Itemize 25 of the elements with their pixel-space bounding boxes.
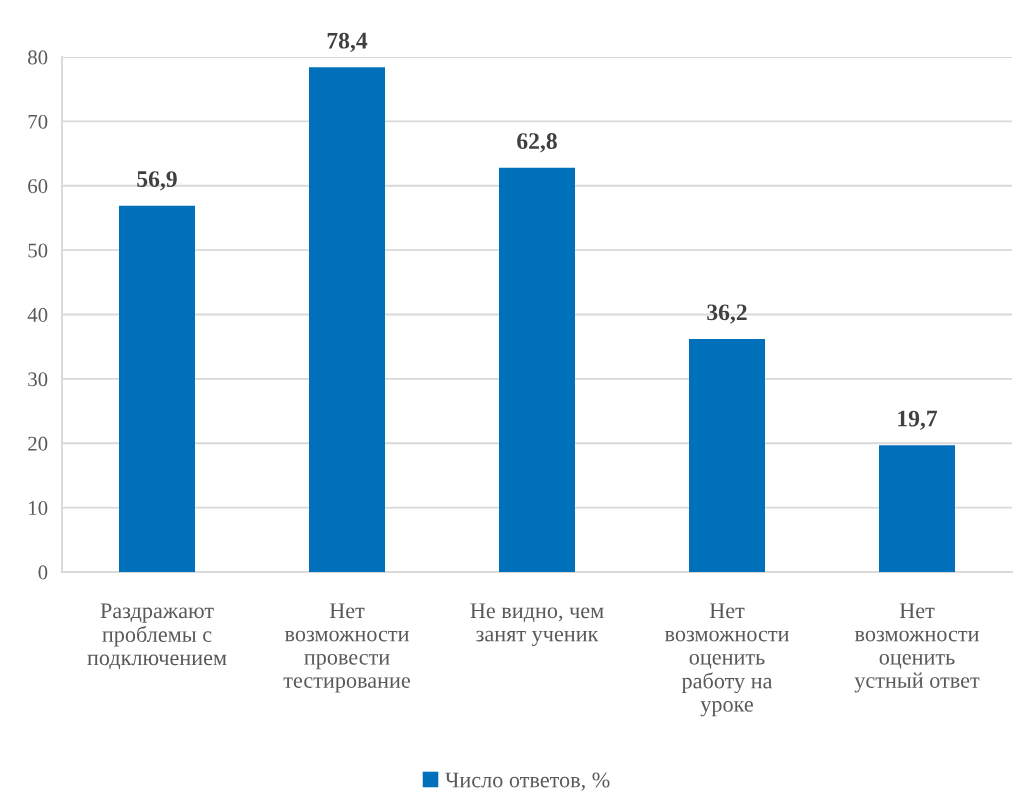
data-label: 19,7: [898, 410, 938, 430]
bar: [879, 445, 955, 572]
y-tick-label: 20: [28, 436, 48, 451]
bar: [499, 167, 575, 572]
x-tick-label: Раздражают проблемы с подключением: [87, 603, 227, 670]
x-tick-label: Нет возможности провести тестирование: [283, 603, 410, 693]
bar: [689, 338, 765, 572]
y-tick-label: 70: [28, 114, 48, 129]
y-tick-label: 30: [28, 372, 48, 387]
x-tick-label: Нет возможности оценить работу на уроке: [664, 603, 789, 717]
y-tick-label: 80: [28, 50, 48, 65]
y-tick-label: 10: [29, 501, 48, 516]
bar: [309, 67, 385, 572]
y-tick-label: 50: [28, 243, 48, 258]
legend-label: Число ответов, %: [445, 772, 610, 791]
x-tick-label: Нет возможности оценить устный ответ: [854, 603, 980, 693]
data-label: 62,8: [517, 133, 557, 153]
data-label: 56,9: [137, 171, 177, 191]
y-tick-label: 40: [27, 307, 48, 322]
bar: [119, 205, 195, 572]
x-tick-label: Не видно, чем занят ученик: [470, 603, 604, 647]
y-tick-label: 60: [28, 179, 48, 194]
y-tick-label: 0: [38, 565, 48, 580]
data-label: 36,2: [707, 304, 747, 324]
data-label: 78,4: [327, 32, 368, 53]
